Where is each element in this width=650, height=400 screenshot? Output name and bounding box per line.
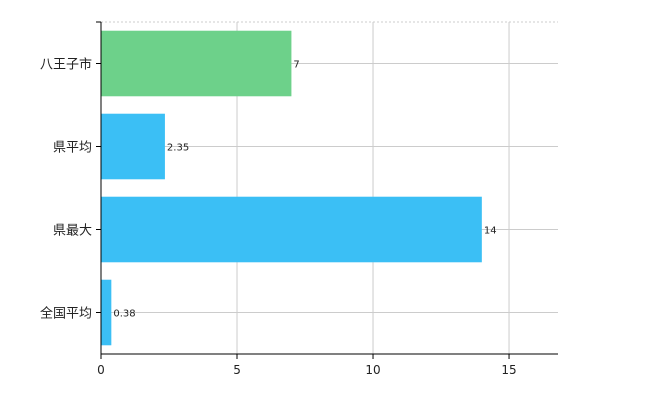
x-tick-label-4: 15 [501,363,516,377]
data-label-2: 2.35 [167,143,189,154]
category-label-3: 県最大 [53,224,92,239]
bar-1 [101,30,292,97]
labels: 7 八王子市 2.35 県平均 14 県最大 0.38 全国平均 0 5 10 15 [40,57,517,378]
x-tick-label-2: 5 [233,363,241,377]
x-tick-label-1: 0 [97,363,105,377]
x-tick-label-3: 10 [365,363,380,377]
data-label-3: 14 [484,226,497,237]
data-label-1: 7 [293,60,299,71]
bar-2 [101,113,165,180]
bars [101,30,482,346]
category-label-1: 八王子市 [40,57,92,73]
category-label-2: 県平均 [53,141,92,156]
axes [96,21,558,359]
data-label-4: 0.38 [113,309,135,320]
bar-3 [101,196,482,263]
bar-4 [101,279,112,346]
category-label-4: 全国平均 [40,306,92,322]
